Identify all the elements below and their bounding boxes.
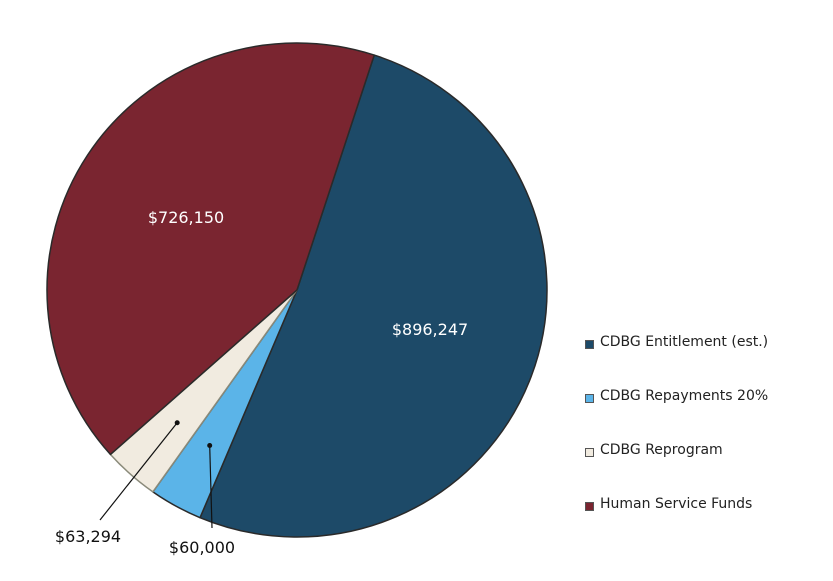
- legend-swatch: [585, 448, 594, 457]
- leader-line: [209, 445, 213, 529]
- legend-label: CDBG Reprogram: [600, 442, 723, 458]
- chart-legend: CDBG Entitlement (est.) CDBG Repayments …: [585, 334, 825, 550]
- legend-swatch: [585, 502, 594, 511]
- data-label-cdbg-entitlement: $896,247: [392, 320, 468, 339]
- leader-dot: [207, 443, 213, 449]
- pie-slices: [46, 42, 548, 538]
- legend-label: CDBG Entitlement (est.): [600, 334, 769, 350]
- pie-slice-cdbg-entitlement: [199, 54, 548, 538]
- legend-item-cdbg-entitlement: CDBG Entitlement (est.): [585, 334, 825, 388]
- leader-dot: [174, 420, 180, 426]
- legend-item-cdbg-reprogram: CDBG Reprogram: [585, 442, 825, 496]
- data-label-cdbg-repayments: $60,000: [169, 538, 235, 557]
- data-label-cdbg-reprogram: $63,294: [55, 527, 121, 546]
- data-label-human-service-funds: $726,150: [148, 208, 224, 227]
- legend-label: Human Service Funds: [600, 496, 753, 512]
- legend-item-human-service-funds: Human Service Funds: [585, 496, 825, 550]
- legend-swatch: [585, 394, 594, 403]
- pie-slice-human-service-funds: [46, 42, 375, 456]
- legend-item-cdbg-repayments: CDBG Repayments 20%: [585, 388, 825, 442]
- legend-swatch: [585, 340, 594, 349]
- legend-label: CDBG Repayments 20%: [600, 388, 769, 404]
- pie-data-labels: $896,247 $60,000 $63,294 $726,150: [55, 208, 468, 557]
- leader-line: [99, 422, 178, 521]
